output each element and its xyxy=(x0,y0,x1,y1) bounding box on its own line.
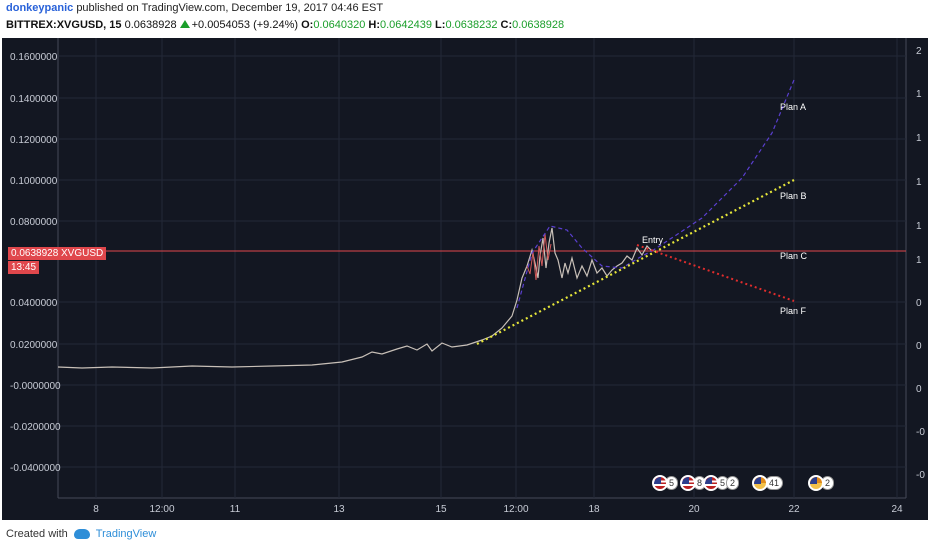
price-tick-left: 0.1000000 xyxy=(10,176,58,187)
event-count-badge: 41 xyxy=(765,476,784,490)
ohlc-bar: BITTREX:XVGUSD, 15 0.0638928 +0.0054053 (… xyxy=(6,19,564,31)
price-tick-right: -0 xyxy=(916,427,925,438)
low-value: 0.0638232 xyxy=(445,19,498,31)
event-group-2[interactable]: 5 2 xyxy=(703,475,740,491)
price-tick-right: 1 xyxy=(916,133,922,144)
price-tick-right: 1 xyxy=(916,221,922,232)
chart-canvas[interactable]: 0.1600000 0.1400000 0.1200000 0.1000000 0.08… xyxy=(2,38,928,520)
grid xyxy=(58,38,906,498)
price-tick-right: 2 xyxy=(916,46,922,57)
us-flag-icon xyxy=(652,475,668,491)
plan-b-line xyxy=(476,179,795,345)
price-tick-left: 0.1400000 xyxy=(10,94,58,105)
plan-a-curve xyxy=(516,225,653,309)
us-flag-icon xyxy=(680,475,697,491)
low-label: L: xyxy=(435,19,446,31)
price-tick-left: 0.0400000 xyxy=(10,298,58,309)
open-value: 0.0640320 xyxy=(313,19,366,31)
time-tick: 13 xyxy=(333,504,345,515)
footer: Created with TradingView xyxy=(6,528,156,540)
event-flag-icon xyxy=(808,475,824,491)
time-tick: 15 xyxy=(435,504,447,515)
high-label: H: xyxy=(368,19,380,31)
plan-a-label: Plan A xyxy=(780,102,806,112)
event-group-1[interactable]: 5 8 xyxy=(652,475,707,491)
published-text: published on TradingView.com, December 1… xyxy=(76,2,384,14)
price-chart[interactable]: 0.1600000 0.1400000 0.1200000 0.1000000 0.08… xyxy=(2,38,928,520)
symbol-tag: XVGUSD xyxy=(58,247,107,260)
price-tick-right: 1 xyxy=(916,177,922,188)
price-tick-right: 0 xyxy=(916,298,922,309)
time-tick: 8 xyxy=(93,504,99,515)
time-tick: 12:00 xyxy=(503,504,528,515)
event-flag-icon xyxy=(752,475,768,491)
price-tick-left: 0.1600000 xyxy=(10,52,58,63)
price-tick-right: 0 xyxy=(916,384,922,395)
price-tick-right: 1 xyxy=(916,255,922,266)
price-series xyxy=(57,227,653,369)
price-tick-right: 0 xyxy=(916,341,922,352)
time-tick: 18 xyxy=(588,504,600,515)
tradingview-brand-link[interactable]: TradingView xyxy=(95,528,157,540)
price-axis-right[interactable]: 2 1 1 1 1 1 0 0 0 -0 -0 xyxy=(916,46,925,481)
event-count-badge: 2 xyxy=(726,476,740,490)
plan-b-label: Plan B xyxy=(780,191,807,201)
time-tick: 12:00 xyxy=(149,504,174,515)
time-tick: 22 xyxy=(788,504,800,515)
open-label: O: xyxy=(301,19,314,31)
price-tick-left: 0.0200000 xyxy=(10,340,58,351)
created-with-text: Created with xyxy=(6,528,68,540)
symbol-label: BITTREX:XVGUSD, 15 xyxy=(6,19,122,31)
countdown-tag: 13:45 xyxy=(8,261,40,274)
time-axis[interactable]: 8 12:00 11 13 15 12:00 18 20 22 24 xyxy=(93,504,903,515)
plan-a-line xyxy=(651,79,795,252)
last-price: 0.0638928 xyxy=(124,19,177,31)
tradingview-logo-icon xyxy=(73,529,90,539)
price-axis-left[interactable]: 0.1600000 0.1400000 0.1200000 0.1000000 0.08… xyxy=(10,52,61,474)
event-group-3[interactable]: 41 xyxy=(752,475,784,491)
price-tick-left: -0.0400000 xyxy=(10,463,61,474)
close-label: C: xyxy=(500,19,513,31)
entry-label: Entry xyxy=(642,235,664,245)
plan-f-label: Plan F xyxy=(780,306,807,316)
price-tick-right: 1 xyxy=(916,89,922,100)
close-value: 0.0638928 xyxy=(512,19,565,31)
time-tick: 20 xyxy=(688,504,700,515)
plan-f-line xyxy=(636,244,795,302)
price-series-red xyxy=(526,233,552,281)
price-tick-left: -0.0000000 xyxy=(10,381,61,392)
publish-info: donkeypanic published on TradingView.com… xyxy=(6,2,383,14)
up-arrow-icon xyxy=(179,20,190,28)
price-tick-left: 0.1200000 xyxy=(10,135,58,146)
high-value: 0.0642439 xyxy=(379,19,432,31)
price-change: +0.0054053 (+9.24%) xyxy=(191,19,299,31)
author-link[interactable]: donkeypanic xyxy=(6,2,74,14)
event-group-4[interactable]: 2 xyxy=(808,475,835,491)
time-tick: 24 xyxy=(891,504,903,515)
price-tick-left: 0.0800000 xyxy=(10,217,58,228)
price-tick-left: -0.0200000 xyxy=(10,422,61,433)
current-price-tag: 0.0638928 xyxy=(8,247,62,260)
price-tick-right: -0 xyxy=(916,470,925,481)
time-tick: 11 xyxy=(230,504,241,515)
us-flag-icon xyxy=(703,475,719,491)
plan-c-label: Plan C xyxy=(780,251,808,261)
